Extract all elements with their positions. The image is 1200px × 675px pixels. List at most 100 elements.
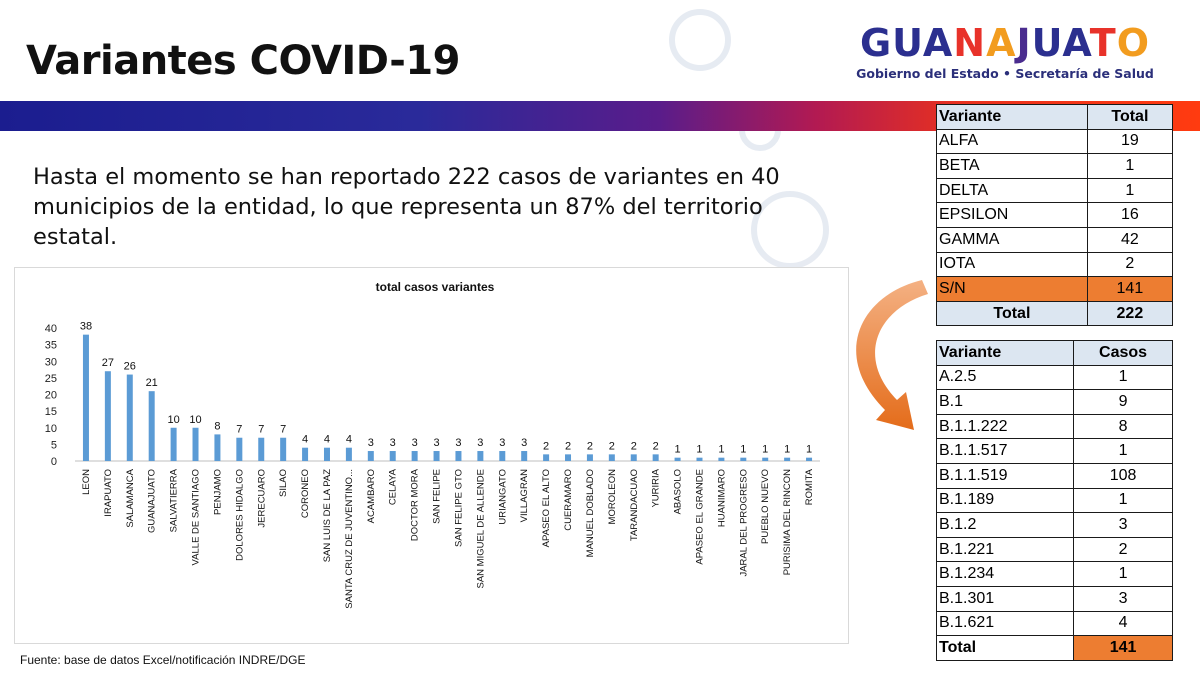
table-row: B.1.2 3: [935, 512, 1173, 538]
guanajuato-logo: GUANAJUATO Gobierno del Estado • Secreta…: [850, 22, 1160, 81]
variant-name-cell: B.1.1.519: [935, 462, 1075, 489]
logo-letter: A: [922, 21, 954, 65]
x-tick-label: JERECUARO: [256, 469, 267, 528]
x-tick-label: ABASOLO: [673, 469, 684, 514]
table-header-row: Variante Casos: [935, 340, 1173, 366]
bar: [499, 451, 506, 461]
variant-name-cell: B.1.2: [935, 512, 1075, 538]
table-row: B.1.189 1: [935, 487, 1173, 514]
variant-name-cell: A.2.5: [935, 364, 1075, 391]
bar: [433, 451, 440, 461]
y-tick-label: 25: [45, 373, 57, 385]
variant-name-cell: DELTA: [936, 177, 1088, 204]
bar: [652, 454, 659, 461]
data-label: 2: [587, 440, 593, 452]
bar: [806, 457, 813, 461]
x-tick-label: SAN MIGUEL DE ALLENDE: [475, 469, 486, 589]
bar: [214, 434, 221, 461]
variant-name-cell: B.1.621: [935, 610, 1075, 637]
variant-count-cell: 3: [1073, 585, 1173, 612]
variant-name-cell: ALFA: [936, 128, 1088, 155]
y-tick-label: 40: [45, 323, 57, 335]
column-header-variante: Variante: [936, 104, 1088, 130]
x-tick-label: VALLE DE SANTIAGO: [191, 469, 202, 565]
bar: [170, 427, 177, 461]
column-header-total: Total: [1086, 104, 1174, 130]
x-tick-label: MANUEL DOBLADO: [585, 469, 596, 557]
variant-name-cell: IOTA: [936, 251, 1088, 278]
bar: [411, 451, 418, 461]
data-label: 1: [806, 444, 812, 456]
data-label: 26: [124, 361, 136, 373]
y-tick-label: 5: [51, 439, 57, 451]
x-tick-label: SAN FELIPE: [432, 469, 443, 524]
data-label: 4: [302, 434, 308, 446]
bar: [477, 451, 484, 461]
x-tick-label: SILAO: [278, 469, 289, 497]
data-label: 3: [521, 437, 527, 449]
x-tick-label: DOLORES HIDALGO: [234, 469, 245, 561]
bar: [608, 454, 615, 461]
bar: [345, 447, 352, 461]
x-tick-label: APASEO EL GRANDE: [694, 469, 705, 565]
table-row: B.1.234 1: [935, 561, 1173, 587]
total-label-cell: Total: [936, 300, 1088, 327]
data-label: 1: [784, 444, 790, 456]
variant-totals-table: Variante Total ALFA 19 BETA 1 DELTA 1 EPSILON 1…: [936, 104, 1174, 327]
bar: [762, 457, 769, 461]
logo-letter: A: [986, 21, 1017, 65]
variant-name-cell: EPSILON: [936, 202, 1088, 228]
data-label: 7: [236, 424, 242, 436]
y-tick-label: 20: [45, 390, 57, 402]
bar: [302, 447, 309, 461]
variant-count-cell: 8: [1073, 413, 1173, 440]
x-tick-label: VILLAGRAN: [519, 469, 530, 522]
data-label: 27: [102, 357, 114, 369]
chart-title: total casos variantes: [376, 280, 495, 294]
data-label: 4: [346, 434, 352, 446]
data-label: 2: [543, 440, 549, 452]
x-tick-label: SAN FELIPE GTO: [453, 469, 464, 547]
bar: [784, 457, 791, 461]
bar: [104, 371, 111, 461]
table-row: B.1.221 2: [935, 536, 1173, 563]
total-label-cell: Total: [935, 635, 1075, 661]
curved-arrow-icon: [856, 280, 928, 430]
variant-count-cell: 1: [1073, 438, 1173, 464]
variant-count-cell: 1: [1073, 487, 1173, 514]
variant-count-cell: 19: [1086, 128, 1174, 155]
data-label: 3: [368, 437, 374, 449]
bar: [367, 451, 374, 461]
data-label: 3: [390, 437, 396, 449]
data-label: 3: [455, 437, 461, 449]
x-tick-label: APASEO EL ALTO: [541, 469, 552, 547]
data-label: 21: [146, 377, 158, 389]
table-row: B.1.301 3: [935, 585, 1173, 612]
bar: [718, 457, 725, 461]
x-tick-label: CELAYA: [388, 468, 399, 505]
bar: [323, 447, 330, 461]
data-label: 3: [477, 437, 483, 449]
x-tick-label: PUEBLO NUEVO: [760, 469, 771, 544]
table-row: IOTA 2: [936, 251, 1174, 278]
logo-letter: A: [1062, 21, 1090, 65]
variant-count-cell: 2: [1086, 251, 1174, 278]
variant-name-cell: B.1.189: [935, 487, 1075, 514]
data-label: 2: [565, 440, 571, 452]
data-label: 1: [718, 444, 724, 456]
data-label: 1: [762, 444, 768, 456]
logo-letter: N: [953, 21, 987, 65]
bar: [586, 454, 593, 461]
variant-count-cell: 4: [1073, 610, 1173, 637]
data-label: 7: [280, 424, 286, 436]
x-tick-label: PURISIMA DEL RINCON: [782, 469, 793, 575]
logo-letter: G: [859, 21, 893, 65]
x-tick-label: LEON: [81, 469, 92, 495]
bar: [236, 437, 243, 461]
data-label: 3: [433, 437, 439, 449]
bar: [674, 457, 681, 461]
x-tick-label: SALVATIERRA: [169, 468, 180, 532]
logo-letter: U: [1031, 21, 1063, 65]
bar: [630, 454, 637, 461]
table-row: A.2.5 1: [935, 364, 1173, 391]
